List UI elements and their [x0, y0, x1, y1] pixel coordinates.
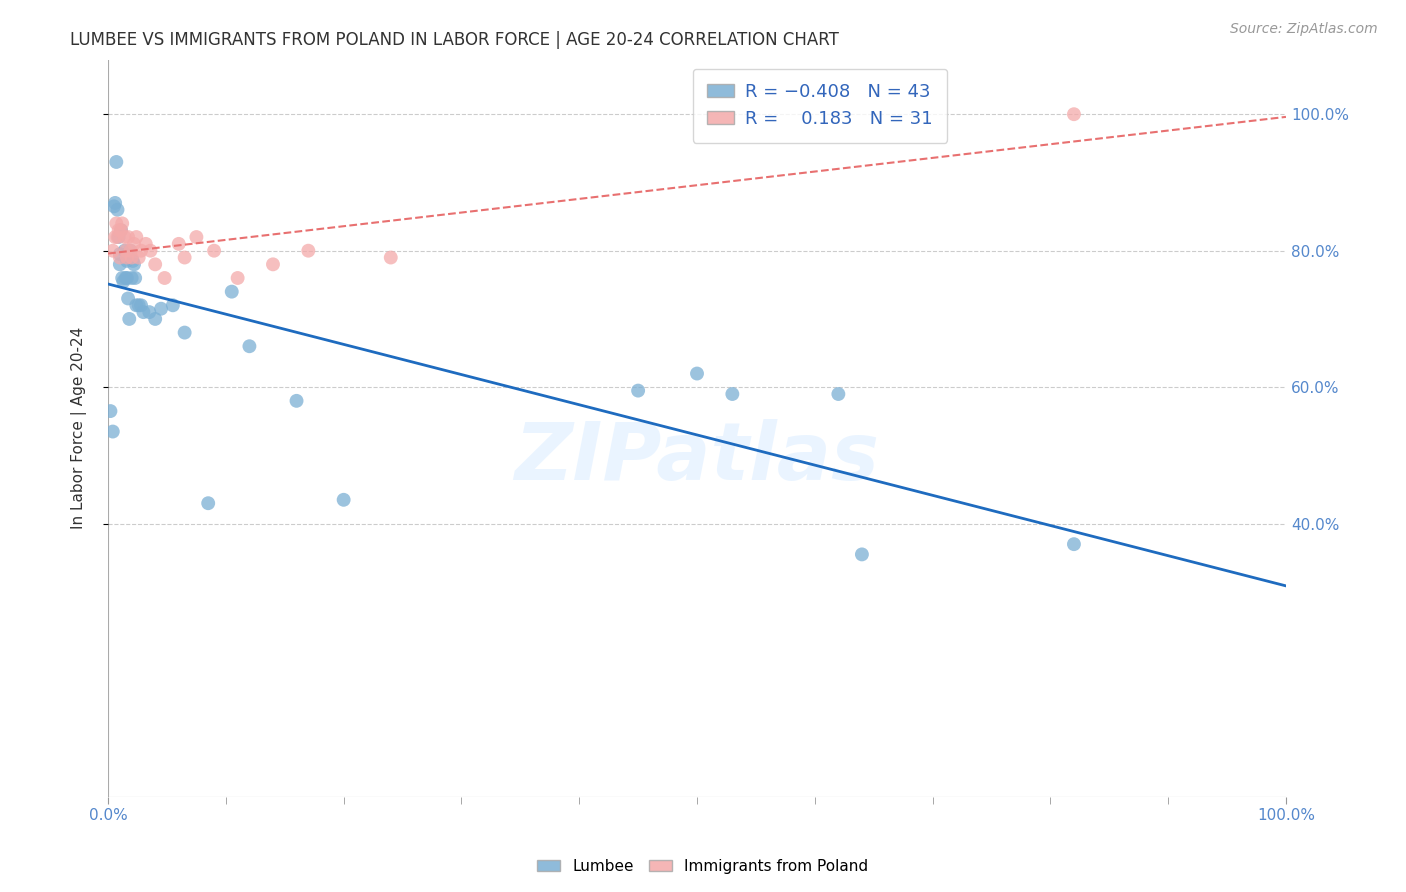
- Text: ZIPatlas: ZIPatlas: [515, 418, 880, 497]
- Point: [112, 274, 135, 288]
- Point: [122, 257, 145, 271]
- Point: [132, 305, 155, 319]
- Point: [143, 257, 166, 271]
- Point: [114, 244, 136, 258]
- Point: [120, 244, 142, 258]
- Point: [827, 387, 849, 401]
- Point: [114, 271, 136, 285]
- Point: [101, 244, 124, 258]
- Point: [107, 230, 129, 244]
- Point: [114, 244, 136, 258]
- Point: [121, 251, 143, 265]
- Y-axis label: In Labor Force | Age 20-24: In Labor Force | Age 20-24: [72, 327, 87, 529]
- Point: [173, 326, 195, 340]
- Point: [110, 223, 132, 237]
- Point: [107, 230, 129, 244]
- Point: [150, 301, 173, 316]
- Point: [105, 216, 128, 230]
- Point: [128, 298, 150, 312]
- Point: [197, 496, 219, 510]
- Legend: R = −0.408   N = 43, R =    0.183   N = 31: R = −0.408 N = 43, R = 0.183 N = 31: [693, 69, 948, 143]
- Point: [108, 251, 131, 265]
- Point: [139, 244, 162, 258]
- Point: [262, 257, 284, 271]
- Point: [138, 305, 160, 319]
- Point: [110, 223, 132, 237]
- Point: [143, 312, 166, 326]
- Point: [121, 254, 143, 268]
- Point: [238, 339, 260, 353]
- Point: [107, 202, 129, 217]
- Point: [104, 195, 127, 210]
- Point: [115, 251, 138, 265]
- Point: [129, 298, 152, 312]
- Point: [128, 251, 150, 265]
- Point: [111, 216, 134, 230]
- Point: [125, 298, 148, 312]
- Point: [851, 548, 873, 562]
- Point: [125, 230, 148, 244]
- Point: [129, 244, 152, 258]
- Point: [380, 251, 402, 265]
- Point: [108, 257, 131, 271]
- Point: [627, 384, 650, 398]
- Point: [226, 271, 249, 285]
- Point: [162, 298, 184, 312]
- Point: [101, 425, 124, 439]
- Point: [124, 271, 146, 285]
- Point: [114, 230, 136, 244]
- Point: [221, 285, 243, 299]
- Point: [118, 312, 141, 326]
- Point: [117, 230, 139, 244]
- Point: [115, 271, 138, 285]
- Point: [117, 292, 139, 306]
- Text: Source: ZipAtlas.com: Source: ZipAtlas.com: [1230, 22, 1378, 37]
- Point: [1063, 107, 1085, 121]
- Point: [285, 393, 308, 408]
- Point: [120, 244, 142, 258]
- Point: [121, 271, 143, 285]
- Point: [100, 404, 122, 418]
- Point: [721, 387, 744, 401]
- Point: [104, 230, 127, 244]
- Legend: Lumbee, Immigrants from Poland: Lumbee, Immigrants from Poland: [531, 853, 875, 880]
- Point: [105, 155, 128, 169]
- Point: [167, 236, 190, 251]
- Point: [173, 251, 195, 265]
- Point: [297, 244, 319, 258]
- Point: [332, 492, 354, 507]
- Point: [686, 367, 709, 381]
- Point: [107, 223, 129, 237]
- Point: [135, 236, 157, 251]
- Point: [115, 254, 138, 268]
- Point: [103, 199, 125, 213]
- Point: [186, 230, 208, 244]
- Text: LUMBEE VS IMMIGRANTS FROM POLAND IN LABOR FORCE | AGE 20-24 CORRELATION CHART: LUMBEE VS IMMIGRANTS FROM POLAND IN LABO…: [70, 31, 839, 49]
- Point: [1063, 537, 1085, 551]
- Point: [153, 271, 176, 285]
- Point: [202, 244, 225, 258]
- Point: [108, 247, 131, 261]
- Point: [122, 236, 145, 251]
- Point: [111, 271, 134, 285]
